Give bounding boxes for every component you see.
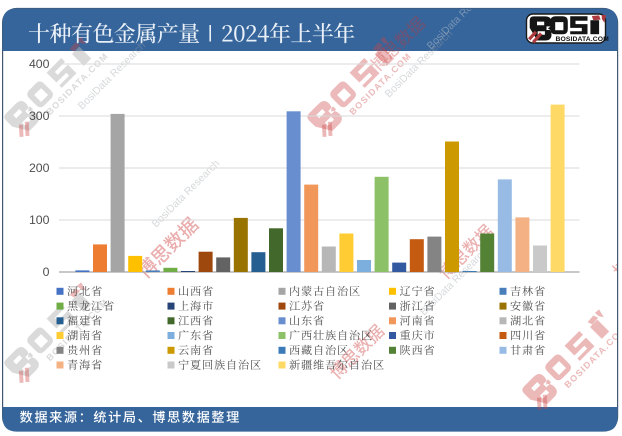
svg-text:200: 200: [29, 161, 50, 175]
svg-text:400: 400: [29, 57, 50, 71]
svg-text:300: 300: [29, 109, 50, 123]
svg-text:BOSIDATA.COM: BOSIDATA.COM: [556, 36, 610, 43]
svg-text:100: 100: [29, 213, 50, 227]
svg-text:0: 0: [43, 265, 50, 279]
